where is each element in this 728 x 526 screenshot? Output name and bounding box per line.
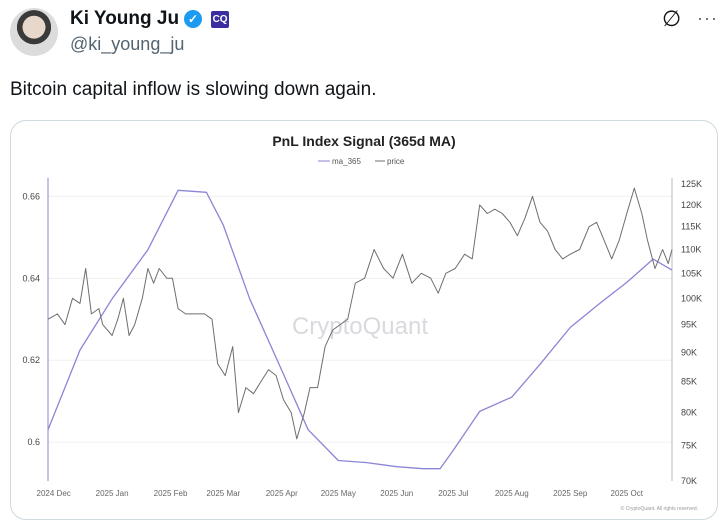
right-tick-label: 105K	[681, 268, 702, 278]
tweet-text: Bitcoin capital inflow is slowing down a…	[10, 79, 377, 100]
verified-check-icon: ✓	[184, 10, 203, 28]
right-tick-label: 70K	[681, 476, 697, 486]
right-tick-label: 110K	[681, 244, 701, 254]
right-tick-label: 125K	[681, 179, 702, 189]
grok-icon[interactable]: ∅	[662, 6, 682, 31]
x-tick-label: 2025 Jul	[438, 489, 468, 498]
chart-title: PnL Index Signal (365d MA)	[272, 133, 455, 149]
x-tick-label: 2025 Sep	[553, 489, 588, 498]
x-tick-label: 2025 Aug	[495, 489, 529, 498]
x-tick-label: 2024 Dec	[37, 489, 71, 498]
right-tick-label: 85K	[681, 377, 697, 387]
legend-ma-label: ma_365	[332, 157, 361, 166]
x-tick-label: 2025 Apr	[266, 489, 298, 498]
affiliate-badge-icon[interactable]: CQ	[211, 10, 230, 28]
x-tick-label: 2025 Feb	[154, 489, 188, 498]
author-name-row: Ki Young Ju ✓ CQ	[70, 8, 230, 30]
watermark: CryptoQuant	[292, 313, 428, 340]
series-price-line	[47, 187, 673, 440]
right-tick-label: 80K	[681, 408, 697, 418]
right-tick-label: 115K	[681, 222, 701, 232]
left-tick-label: 0.64	[22, 273, 40, 283]
left-tick-label: 0.62	[22, 355, 40, 365]
x-tick-label: 2025 May	[321, 489, 356, 498]
right-tick-label: 95K	[681, 320, 697, 330]
right-tick-label: 90K	[681, 347, 697, 357]
copyright: © CryptoQuant. All rights reserved.	[621, 505, 698, 512]
author-handle[interactable]: @ki_young_ju	[70, 34, 185, 54]
author-name[interactable]: Ki Young Ju	[70, 8, 180, 29]
x-tick-label: 2025 Jan	[96, 489, 129, 498]
right-tick-label: 120K	[681, 200, 702, 210]
x-tick-label: 2025 Mar	[206, 489, 240, 498]
right-tick-label: 100K	[681, 293, 702, 303]
chart-image-card[interactable]	[10, 120, 718, 520]
right-tick-label: 75K	[681, 441, 697, 451]
legend-price-label: price	[387, 157, 405, 166]
x-tick-label: 2025 Jun	[380, 489, 413, 498]
left-tick-label: 0.66	[22, 191, 40, 201]
left-tick-label: 0.6	[27, 437, 40, 447]
avatar[interactable]	[10, 8, 58, 56]
series-ma-365-line	[47, 189, 673, 470]
more-options-icon[interactable]: ···	[697, 8, 718, 28]
x-tick-label: 2025 Oct	[611, 489, 644, 498]
